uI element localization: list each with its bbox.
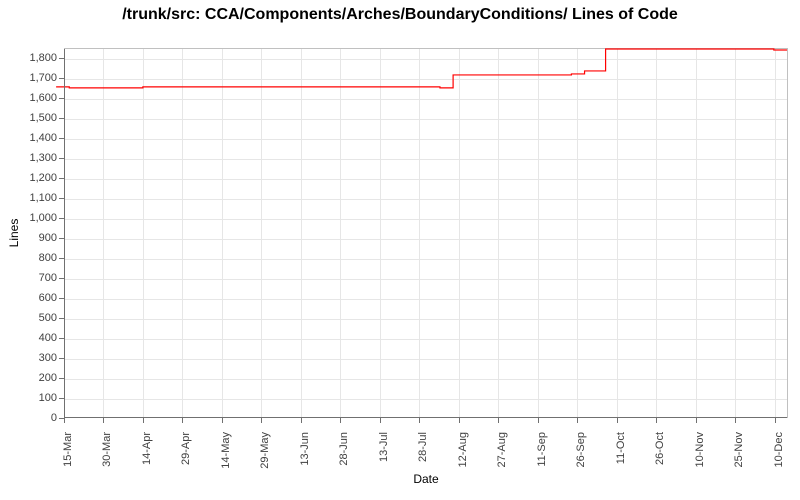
x-tick: [498, 418, 499, 423]
y-axis-title: Lines: [7, 219, 21, 248]
y-tick-label: 300: [39, 352, 57, 364]
y-tick-label: 700: [39, 272, 57, 284]
x-tick-label: 30-Mar: [101, 432, 113, 467]
y-tick: [59, 278, 64, 279]
plot-area: [64, 48, 788, 418]
x-tick-label: 15-Mar: [62, 432, 74, 467]
y-tick: [59, 218, 64, 219]
x-tick: [775, 418, 776, 423]
x-tick: [419, 418, 420, 423]
y-tick-label: 1,100: [29, 192, 57, 204]
x-tick: [617, 418, 618, 423]
y-tick-label: 200: [39, 372, 57, 384]
y-tick-label: 100: [39, 392, 57, 404]
y-tick-label: 1,600: [29, 92, 57, 104]
y-tick-label: 1,200: [29, 172, 57, 184]
y-tick: [59, 198, 64, 199]
y-tick: [59, 238, 64, 239]
x-tick: [538, 418, 539, 423]
x-tick: [261, 418, 262, 423]
y-tick: [59, 258, 64, 259]
y-tick: [59, 398, 64, 399]
y-tick-label: 800: [39, 252, 57, 264]
y-tick-label: 1,500: [29, 112, 57, 124]
x-tick: [301, 418, 302, 423]
x-tick-label: 14-May: [220, 432, 232, 469]
y-tick: [59, 358, 64, 359]
y-tick-label: 900: [39, 232, 57, 244]
y-tick: [59, 138, 64, 139]
x-tick-label: 26-Sep: [575, 432, 587, 467]
x-tick-label: 14-Apr: [141, 432, 153, 465]
x-tick: [380, 418, 381, 423]
data-line: [64, 49, 787, 418]
x-tick-label: 25-Nov: [733, 432, 745, 467]
y-tick: [59, 78, 64, 79]
y-tick: [59, 338, 64, 339]
x-tick: [182, 418, 183, 423]
series-line: [56, 49, 787, 88]
y-tick-label: 500: [39, 312, 57, 324]
y-tick-label: 1,800: [29, 52, 57, 64]
x-axis-title: Date: [413, 472, 438, 486]
x-tick-label: 28-Jun: [338, 432, 350, 466]
y-tick-label: 600: [39, 292, 57, 304]
chart-title: /trunk/src: CCA/Components/Arches/Bounda…: [0, 6, 800, 24]
x-tick-label: 10-Nov: [694, 432, 706, 467]
x-tick: [656, 418, 657, 423]
x-tick: [64, 418, 65, 423]
x-tick-label: 28-Jul: [417, 432, 429, 462]
y-tick: [59, 178, 64, 179]
x-tick: [577, 418, 578, 423]
x-tick-label: 11-Oct: [615, 432, 627, 464]
y-tick-label: 0: [51, 412, 57, 424]
x-tick-label: 26-Oct: [654, 432, 666, 465]
y-tick: [59, 98, 64, 99]
y-tick: [59, 378, 64, 379]
y-tick-label: 1,400: [29, 132, 57, 144]
x-tick-label: 11-Sep: [536, 432, 548, 467]
x-tick-label: 13-Jun: [299, 432, 311, 466]
y-tick: [59, 118, 64, 119]
x-tick: [103, 418, 104, 423]
y-tick: [59, 298, 64, 299]
y-axis-line: [64, 49, 65, 418]
y-tick: [59, 318, 64, 319]
y-tick-label: 1,000: [29, 212, 57, 224]
x-tick: [143, 418, 144, 423]
y-tick-label: 1,300: [29, 152, 57, 164]
x-tick-label: 27-Aug: [496, 432, 508, 467]
y-tick-label: 400: [39, 332, 57, 344]
x-tick-label: 29-May: [259, 432, 271, 469]
y-tick: [59, 58, 64, 59]
x-axis-line: [64, 417, 787, 418]
y-tick: [59, 158, 64, 159]
x-tick: [735, 418, 736, 423]
x-tick-label: 10-Dec: [773, 432, 785, 467]
x-tick-label: 13-Jul: [378, 432, 390, 462]
x-tick: [459, 418, 460, 423]
y-tick-label: 1,700: [29, 72, 57, 84]
x-tick-label: 12-Aug: [457, 432, 469, 467]
x-tick: [340, 418, 341, 423]
x-tick: [222, 418, 223, 423]
x-tick-label: 29-Apr: [180, 432, 192, 465]
x-tick: [696, 418, 697, 423]
